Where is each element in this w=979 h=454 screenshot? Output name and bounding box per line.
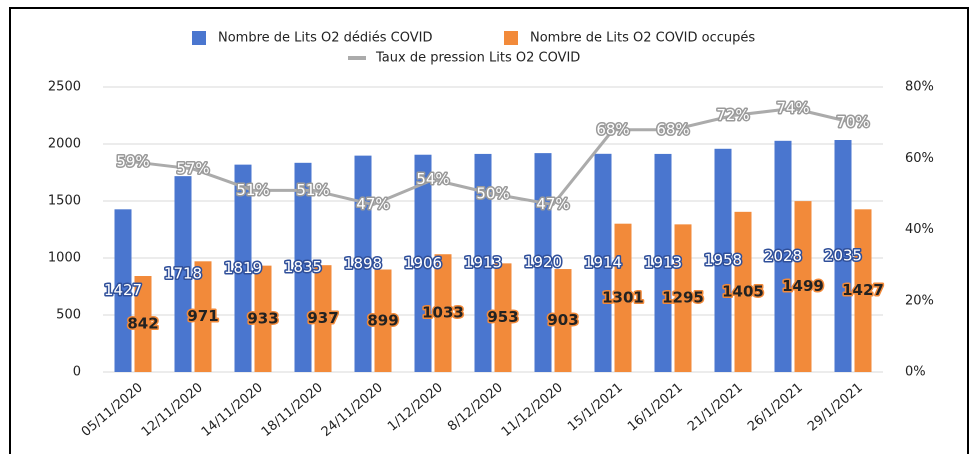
- legend-label: Taux de pression Lits O2 COVID: [375, 51, 580, 66]
- data-label: 1301: [602, 288, 644, 306]
- y-tick-label: 1500: [48, 194, 81, 209]
- y-tick-label: 1000: [48, 251, 81, 266]
- data-label: 72%: [716, 106, 749, 124]
- bar: [834, 140, 852, 372]
- bar: [134, 276, 152, 372]
- bar: [854, 209, 872, 372]
- bar: [414, 154, 432, 372]
- bar: [474, 153, 492, 372]
- data-label: 47%: [536, 195, 569, 213]
- legend-swatch: [192, 31, 206, 45]
- data-label: 1405: [722, 282, 764, 300]
- data-label: 51%: [236, 181, 269, 199]
- data-label: 1913: [464, 253, 502, 271]
- y2-tick-label: 60%: [905, 151, 934, 166]
- bar: [734, 211, 752, 372]
- data-label: 68%: [656, 120, 689, 138]
- data-label: 51%: [296, 181, 329, 199]
- data-label: 971: [187, 307, 218, 325]
- data-label: 1913: [644, 253, 682, 271]
- y-tick-label: 500: [56, 308, 81, 323]
- bar: [674, 224, 692, 372]
- bar: [174, 176, 192, 372]
- data-label: 903: [547, 311, 578, 329]
- data-label: 1427: [842, 281, 884, 299]
- data-label: 54%: [416, 170, 449, 188]
- data-label: 50%: [476, 184, 509, 202]
- bar: [254, 265, 272, 372]
- y2-tick-label: 80%: [905, 80, 934, 95]
- data-label: 1427: [104, 281, 142, 299]
- data-label: 2035: [824, 247, 862, 265]
- data-label: 1718: [164, 265, 202, 283]
- bar: [234, 164, 252, 372]
- data-label: 1906: [404, 254, 442, 272]
- data-label: 1835: [284, 258, 322, 276]
- bar: [774, 140, 792, 372]
- data-label: 1033: [422, 304, 464, 322]
- y-tick-label: 2500: [48, 80, 81, 95]
- bar: [434, 254, 452, 372]
- y2-tick-label: 0%: [905, 365, 926, 380]
- data-label: 1898: [344, 254, 382, 272]
- bar: [554, 269, 572, 372]
- bar: [654, 153, 672, 372]
- data-label: 933: [247, 309, 278, 327]
- legend-swatch: [504, 31, 518, 45]
- data-label: 70%: [836, 113, 869, 131]
- data-label: 1499: [782, 277, 824, 295]
- data-label: 1914: [584, 253, 622, 271]
- bar: [194, 261, 212, 372]
- data-label: 953: [487, 308, 518, 326]
- data-label: 57%: [176, 159, 209, 177]
- data-label: 59%: [116, 152, 149, 170]
- bar: [794, 201, 812, 372]
- bar: [374, 269, 392, 372]
- data-label: 937: [307, 309, 338, 327]
- data-label: 1295: [662, 289, 704, 307]
- bar: [314, 265, 332, 372]
- data-label: 899: [367, 311, 398, 329]
- bar: [494, 263, 512, 372]
- bar: [614, 223, 632, 372]
- data-label: 47%: [356, 195, 389, 213]
- data-label: 1819: [224, 259, 262, 277]
- y-tick-label: 0: [73, 365, 81, 380]
- bar: [534, 153, 552, 372]
- data-label: 68%: [596, 120, 629, 138]
- legend-label: Nombre de Lits O2 dédiés COVID: [218, 31, 433, 46]
- data-label: 1920: [524, 253, 562, 271]
- bar: [594, 153, 612, 372]
- legend-label: Nombre de Lits O2 COVID occupés: [530, 31, 755, 46]
- bar: [714, 148, 732, 372]
- bar: [294, 162, 312, 372]
- bar: [354, 155, 372, 372]
- bar: [114, 209, 132, 372]
- data-label: 1958: [704, 251, 742, 269]
- data-label: 842: [127, 315, 158, 333]
- y-tick-label: 2000: [48, 137, 81, 152]
- data-label: 74%: [776, 99, 809, 117]
- y2-tick-label: 20%: [905, 293, 934, 308]
- line: [132, 106, 854, 207]
- data-label: 2028: [764, 247, 802, 265]
- y2-tick-label: 40%: [905, 222, 934, 237]
